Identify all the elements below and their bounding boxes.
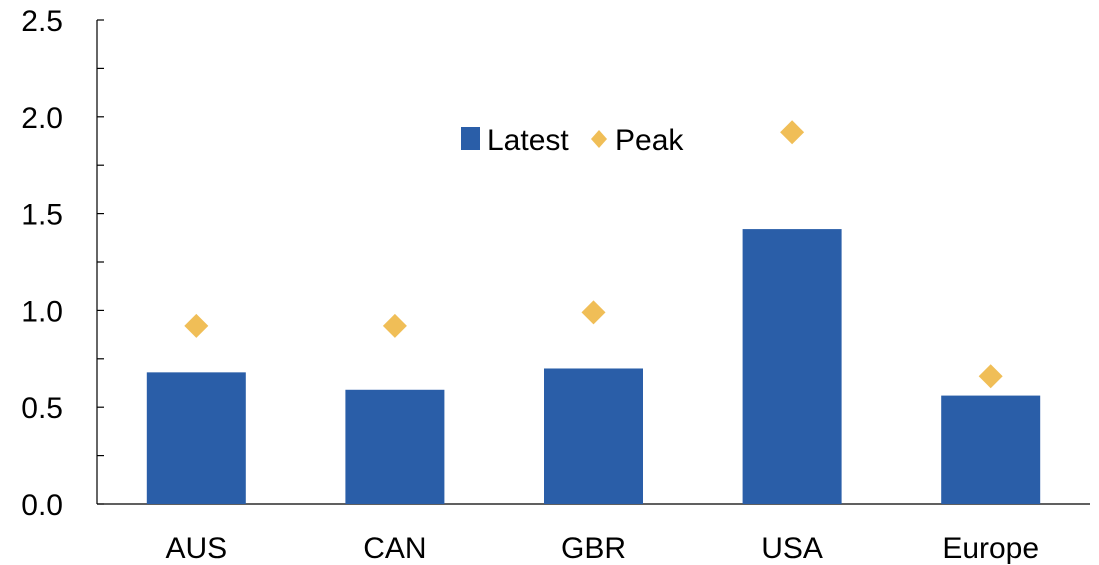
x-tick-label: CAN (363, 532, 426, 565)
y-tick-label: 1.0 (21, 295, 63, 328)
legend-label-peak: Peak (615, 124, 684, 157)
legend-swatch-peak (591, 130, 607, 148)
bar-latest-can (345, 389, 445, 504)
x-tick-label: Europe (942, 532, 1039, 565)
x-axis: AUS CAN GBR USA Europe (97, 503, 1090, 565)
bar-latest-gbr (544, 368, 643, 504)
legend: Latest Peak (461, 124, 684, 157)
y-axis: 0.0 0.5 1.0 1.5 2.0 2.5 (21, 5, 104, 522)
marker-peak-aus (184, 313, 209, 338)
marker-peak-can (382, 313, 407, 338)
marker-peak-europe (978, 364, 1003, 389)
bar-latest-aus (146, 372, 246, 504)
x-tick-label: GBR (561, 532, 626, 565)
marker-peak-usa (780, 120, 805, 145)
bar-latest-europe (941, 395, 1041, 504)
y-tick-label: 0.0 (21, 489, 63, 522)
marker-peak-gbr (581, 300, 606, 325)
bar-series-latest (146, 229, 1041, 504)
y-tick-label: 2.5 (21, 5, 63, 38)
bar-latest-usa (742, 229, 842, 504)
y-tick-label: 0.5 (21, 392, 63, 425)
x-tick-label: USA (761, 532, 823, 565)
x-tick-label: AUS (165, 532, 227, 565)
y-tick-label: 1.5 (21, 199, 63, 232)
y-tick-label: 2.0 (21, 102, 63, 135)
marker-series-peak (184, 120, 1003, 389)
legend-label-latest: Latest (487, 124, 569, 157)
legend-swatch-latest (461, 127, 480, 150)
